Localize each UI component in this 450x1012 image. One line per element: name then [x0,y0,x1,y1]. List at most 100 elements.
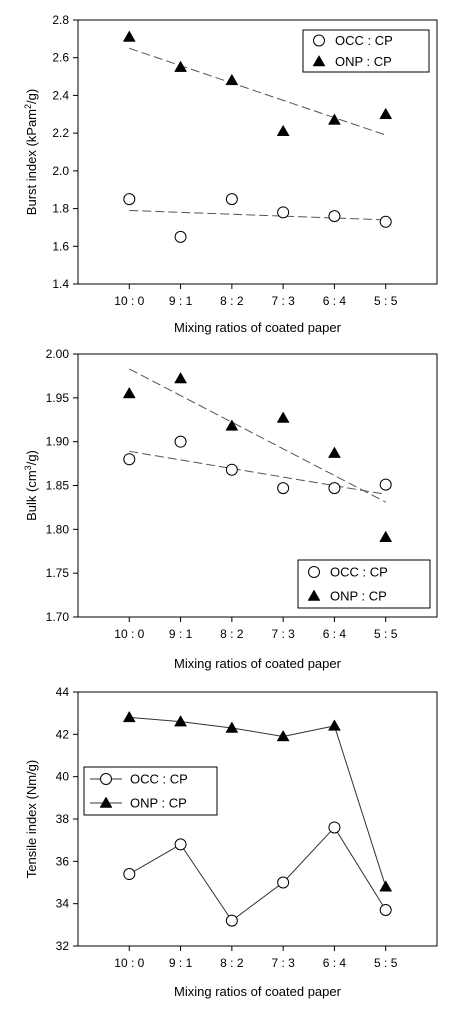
y-tick-label: 2.6 [52,51,69,65]
chart-svg: 32 34 36 38 40 42 44 10 : 0 9 : 1 8 : 2 7 : 3 6 : 4… [24,685,438,999]
chart-svg: 1.4 1.6 1.8 2.0 2.2 2.4 2.6 2.8 10 : 0 9 : 1 8 : 2… [23,13,438,335]
plot-frame [77,19,438,285]
y-tick-label: 44 [56,685,70,699]
y-tick-label: 2.8 [52,13,69,27]
x-tick-label: 5 : 5 [374,627,398,641]
data-point-occ-cp [379,904,392,917]
data-point-onp-cp [174,372,188,384]
trend-line-onp-cp [129,47,386,136]
data-point-occ-cp [379,478,392,491]
y-axis-title: Tensile index (Nm/g) [24,760,39,879]
data-point-occ-cp [277,876,290,889]
legend-label-onp-cp: ONP : CP [335,54,392,69]
y-tick-label: 2.4 [52,88,69,102]
y-tick-label: 1.80 [46,522,70,536]
y-tick-label: 2.0 [52,164,69,178]
legend-label-onp-cp: ONP : CP [130,796,187,811]
legend-label-occ-cp: OCC : CP [335,33,393,48]
x-tick-label: 7 : 3 [271,294,295,308]
y-tick-label: 38 [56,812,70,826]
y-tick-label: 1.90 [46,435,70,449]
chart-bulk: 1.70 1.75 1.80 1.85 1.90 1.95 2.00 10 : 0 9 : 1 8… [0,338,450,676]
x-tick-label: 6 : 4 [323,627,347,641]
y-axis-title: Bulk (cm3/g) [23,450,39,521]
x-tick-label: 7 : 3 [271,956,295,970]
legend-marker-occ-cp [313,34,325,47]
data-point-occ-cp [277,482,290,495]
x-tick-label: 5 : 5 [374,956,398,970]
x-tick-label: 10 : 0 [114,627,144,641]
data-point-occ-cp [225,914,238,927]
legend-label-occ-cp: OCC : CP [330,565,388,580]
x-axis-title: Mixing ratios of coated paper [174,320,342,335]
data-point-occ-cp [123,868,136,881]
y-tick-label: 34 [56,897,70,911]
x-tick-label: 8 : 2 [220,294,244,308]
y-tick-label: 2.2 [52,126,69,140]
x-tick-label: 5 : 5 [374,294,398,308]
data-point-onp-cp [122,386,136,399]
data-point-onp-cp [225,721,239,733]
y-tick-label: 2.00 [46,347,70,361]
y-tick-label: 42 [56,727,70,741]
chart-tensile-index: 32 34 36 38 40 42 44 10 : 0 9 : 1 8 : 2 7 : 3 6 : 4… [0,676,450,1012]
x-tick-label: 8 : 2 [220,956,244,970]
legend-label-occ-cp: OCC : CP [130,772,188,787]
chart-svg: 1.70 1.75 1.80 1.85 1.90 1.95 2.00 10 : 0 9 : 1 8… [23,347,438,671]
legend-marker-occ-cp [308,566,320,578]
y-axis-title: Burst index (kPam2/g) [23,89,39,215]
data-point-occ-cp [379,215,392,228]
data-point-occ-cp [328,821,341,834]
data-point-occ-cp [225,463,238,476]
x-tick-label: 10 : 0 [114,294,144,308]
x-tick-label: 6 : 4 [323,294,347,308]
y-tick-label: 1.4 [52,277,69,291]
data-point-onp-cp [327,446,341,458]
data-point-occ-cp [328,482,341,495]
data-point-onp-cp [122,30,136,42]
series-line-occ-cp [129,826,387,922]
data-point-occ-cp [225,193,238,206]
y-tick-label: 1.95 [46,391,70,405]
legend-label-onp-cp: ONP : CP [330,589,387,604]
y-tick-label: 1.6 [52,239,69,253]
data-point-onp-cp [327,719,341,731]
trend-line-onp-cp [129,368,386,503]
data-point-occ-cp [174,435,187,448]
y-tick-label: 1.70 [46,610,70,624]
x-tick-label: 7 : 3 [271,627,295,641]
y-tick-label: 40 [56,770,70,784]
data-point-onp-cp [225,73,239,86]
x-axis-title: Mixing ratios of coated paper [174,656,342,671]
x-tick-label: 9 : 1 [169,956,193,970]
y-tick-label: 1.75 [46,566,70,580]
x-tick-label: 6 : 4 [323,956,347,970]
x-tick-label: 8 : 2 [220,627,244,641]
data-point-occ-cp [123,453,136,466]
y-tick-label: 32 [56,939,70,953]
trend-line-occ-cp [129,209,386,221]
y-tick-label: 1.85 [46,479,70,493]
data-point-occ-cp [328,210,341,223]
legend-marker-occ-cp [100,773,112,785]
trend-line-occ-cp [129,450,386,495]
data-point-onp-cp [379,880,393,892]
data-point-onp-cp [276,124,290,137]
data-point-onp-cp [225,419,239,431]
data-point-onp-cp [276,729,290,742]
data-point-onp-cp [327,113,341,125]
legend-marker-onp-cp [312,54,326,67]
data-point-occ-cp [174,230,187,243]
x-tick-label: 10 : 0 [114,956,144,970]
data-point-onp-cp [174,715,188,727]
data-point-onp-cp [379,107,393,120]
data-point-occ-cp [277,206,290,219]
legend-marker-onp-cp [307,589,321,601]
data-point-onp-cp [379,530,393,542]
data-point-occ-cp [123,193,136,206]
y-tick-label: 36 [56,854,70,868]
x-tick-label: 9 : 1 [169,294,193,308]
y-tick-label: 1.8 [52,202,69,216]
series-line-onp-cp [129,716,387,887]
data-point-onp-cp [276,411,290,423]
